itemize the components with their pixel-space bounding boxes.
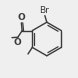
Text: O: O [18,13,25,22]
Text: O: O [13,38,21,47]
Text: Br: Br [40,6,49,15]
